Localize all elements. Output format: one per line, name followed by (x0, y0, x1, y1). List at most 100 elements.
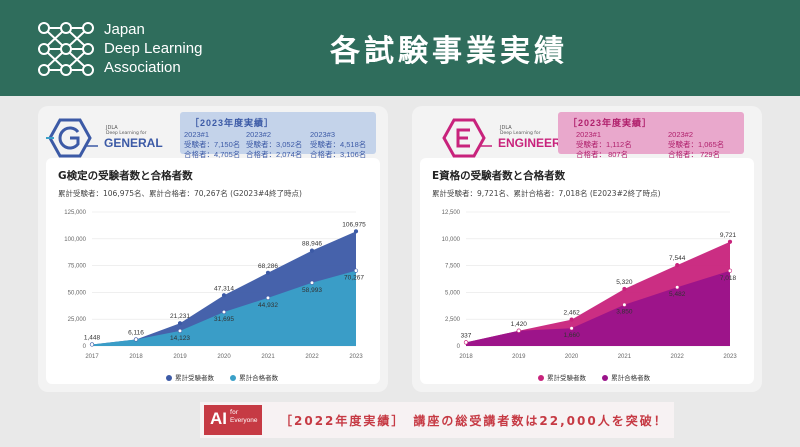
x-tick-label: 2019 (173, 354, 187, 360)
data-label: 88,946 (302, 241, 322, 248)
y-tick-label: 125,000 (64, 210, 86, 216)
data-point (727, 268, 733, 273)
engineer-summary: ［2023年度実績］ 2023#1 受験者：1,112名 合格者： 807名 2… (558, 112, 744, 159)
y-tick-label: 100,000 (64, 237, 86, 243)
y-tick-label: 5,000 (445, 290, 461, 296)
y-tick-label: 0 (457, 344, 461, 350)
y-tick-label: 12,500 (442, 210, 461, 216)
legend-item-exam: 累計受験者数 (166, 372, 214, 382)
data-point (177, 328, 183, 333)
general-panel: JDLA Deep Learning for GENERAL ［2023年度実績… (38, 106, 388, 392)
summary-title: ［2023年度実績］ (190, 118, 275, 128)
chart-legend: 累計受験者数 累計合格者数 (538, 372, 664, 382)
data-point (622, 302, 627, 307)
summary-col-2023-3: 2023#3 受験者：4,518名 合格者：3,106名 (310, 130, 367, 159)
data-label: 7,544 (669, 255, 686, 262)
data-point (675, 285, 680, 290)
ai-for-everyone-banner[interactable]: AI for Everyone ［2022年度実績］ 講座の総受講者数は22,0… (200, 402, 674, 438)
x-tick-label: 2021 (618, 354, 632, 360)
summary-col-2023-2: 2023#2 受験者：1,065名 合格者： 729名 (668, 130, 725, 159)
data-label: 3,850 (616, 309, 633, 316)
y-tick-label: 75,000 (68, 264, 87, 270)
x-tick-label: 2023 (349, 354, 363, 360)
data-point (177, 321, 183, 326)
summary-col-2023-1: 2023#1 受験者：7,150名 合格者：4,705名 (184, 130, 241, 159)
data-point (569, 317, 574, 322)
engineer-panel: JDLA Deep Learning for ENGINEER ［2023年度実… (412, 106, 762, 392)
area-series-2 (466, 270, 730, 346)
data-label: 68,286 (258, 263, 278, 270)
page-title: 各試験事業実績 (330, 34, 568, 69)
data-label: 14,123 (170, 335, 190, 342)
summary-col-2023-1: 2023#1 受験者：1,112名 合格者： 807名 (576, 130, 632, 159)
data-label: 106,975 (342, 221, 366, 228)
y-tick-label: 50,000 (68, 290, 87, 296)
chart-title: G検定の受験者数と合格者数 (58, 170, 193, 182)
x-tick-label: 2019 (512, 354, 526, 360)
x-tick-label: 2018 (459, 354, 473, 360)
general-summary: ［2023年度実績］ 2023#1 受験者：7,150名 合格者：4,705名 … (180, 112, 376, 159)
data-label: 1,660 (563, 332, 580, 339)
banner-text: ［2022年度実績］ 講座の総受講者数は22,000人を突破！ (280, 414, 668, 428)
data-label: 58,993 (302, 287, 322, 294)
y-tick-label: 0 (83, 344, 87, 350)
badge-general-label: GENERAL (104, 136, 163, 150)
header-bar: Japan Deep Learning Association 各試験事業実績 (0, 0, 800, 96)
data-point (265, 295, 271, 300)
y-tick-label: 10,000 (442, 237, 461, 243)
ai-for-everyone-logo: AI for Everyone (204, 405, 262, 435)
data-point (221, 293, 227, 298)
data-point (463, 340, 469, 345)
legend-item-pass: 累計合格者数 (230, 372, 278, 382)
g-hexagon-icon (46, 118, 98, 158)
x-tick-label: 2018 (129, 354, 143, 360)
data-label: 1,448 (84, 334, 101, 341)
x-tick-label: 2020 (565, 354, 579, 360)
general-badge: JDLA Deep Learning for GENERAL (46, 118, 164, 158)
data-point (353, 229, 359, 234)
badge-engineer-label: ENGINEER (498, 136, 561, 150)
summary-col-2023-2: 2023#2 受験者：3,052名 合格者：2,074名 (246, 130, 303, 159)
x-tick-label: 2022 (305, 354, 319, 360)
legend-dot-icon (538, 375, 544, 381)
chart-subtitle: 累計受験者：9,721名、累計合格者：7,018名 (E2023#2終了時点) (432, 189, 661, 198)
data-point (675, 263, 680, 268)
badge-subtitle: Deep Learning for (106, 131, 147, 136)
data-label: 5,320 (616, 279, 633, 286)
x-tick-label: 2022 (671, 354, 685, 360)
data-point (265, 270, 271, 275)
data-point (309, 248, 315, 253)
data-label: 31,695 (214, 316, 234, 323)
legend-item-pass: 累計合格者数 (602, 372, 650, 382)
y-tick-label: 25,000 (68, 317, 87, 323)
badge-subtitle: Deep Learning for (500, 131, 541, 136)
data-label: 44,932 (258, 302, 278, 309)
chart-subtitle: 累計受験者：106,975名、累計合格者：70,267名 (G2023#4終了時… (58, 189, 302, 198)
x-tick-label: 2020 (217, 354, 231, 360)
data-label: 21,231 (170, 313, 190, 320)
data-label: 5,482 (669, 291, 686, 298)
engineer-badge: JDLA Deep Learning for ENGINEER (440, 118, 561, 158)
legend-dot-icon (166, 375, 172, 381)
org-name: Japan Deep Learning Association (104, 21, 203, 76)
legend-item-exam: 累計受験者数 (538, 372, 586, 382)
data-point (89, 342, 95, 347)
x-tick-label: 2021 (261, 354, 275, 360)
chart-title: E資格の受験者数と合格者数 (432, 170, 566, 182)
summary-title: ［2023年度実績］ (568, 118, 653, 128)
general-chart-card: G検定の受験者数と合格者数 累計受験者：106,975名、累計合格者：70,26… (46, 158, 380, 384)
e-hexagon-icon (442, 118, 492, 158)
chart-legend: 累計受験者数 累計合格者数 (166, 372, 292, 382)
badge-jdla: JDLA (106, 125, 118, 131)
engineer-area-chart: 0 2,500 5,000 7,500 10,000 12,500 2018 2019 2020… (442, 210, 738, 360)
x-tick-label: 2023 (723, 354, 737, 360)
data-point (569, 326, 574, 331)
data-point (727, 239, 733, 244)
general-area-chart: 0 25,000 50,000 75,000 100,000 125,000 2017 201… (64, 210, 366, 360)
data-point (516, 328, 521, 333)
data-label: 47,314 (214, 285, 234, 292)
data-point (221, 309, 227, 315)
engineer-chart-card: E資格の受験者数と合格者数 累計受験者：9,721名、累計合格者：7,018名 … (420, 158, 754, 384)
jdla-network-logo-icon (38, 22, 94, 76)
data-label: 6,116 (128, 329, 144, 336)
